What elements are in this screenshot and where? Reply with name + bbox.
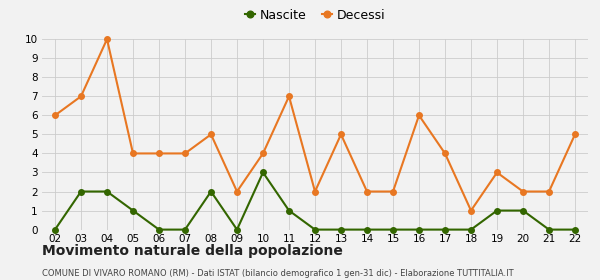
Nascite (77, 190, 85, 193)
Decessi (52, 114, 59, 117)
Decessi (181, 152, 188, 155)
Decessi (467, 209, 475, 212)
Text: Movimento naturale della popolazione: Movimento naturale della popolazione (42, 244, 343, 258)
Decessi (233, 190, 241, 193)
Decessi (208, 133, 215, 136)
Nascite (571, 228, 578, 231)
Nascite (442, 228, 449, 231)
Nascite (286, 209, 293, 212)
Decessi (493, 171, 500, 174)
Legend: Nascite, Decessi: Nascite, Decessi (240, 4, 390, 27)
Nascite (155, 228, 163, 231)
Nascite (208, 190, 215, 193)
Decessi (77, 95, 85, 98)
Nascite (415, 228, 422, 231)
Nascite (311, 228, 319, 231)
Nascite (364, 228, 371, 231)
Nascite (389, 228, 397, 231)
Decessi (130, 152, 137, 155)
Nascite (493, 209, 500, 212)
Line: Nascite: Nascite (52, 170, 578, 232)
Decessi (415, 114, 422, 117)
Decessi (337, 133, 344, 136)
Nascite (337, 228, 344, 231)
Decessi (103, 38, 110, 41)
Decessi (259, 152, 266, 155)
Nascite (52, 228, 59, 231)
Nascite (181, 228, 188, 231)
Nascite (130, 209, 137, 212)
Decessi (389, 190, 397, 193)
Decessi (545, 190, 553, 193)
Nascite (545, 228, 553, 231)
Nascite (103, 190, 110, 193)
Nascite (233, 228, 241, 231)
Decessi (442, 152, 449, 155)
Decessi (364, 190, 371, 193)
Decessi (311, 190, 319, 193)
Line: Decessi: Decessi (52, 36, 578, 213)
Decessi (520, 190, 527, 193)
Decessi (286, 95, 293, 98)
Nascite (467, 228, 475, 231)
Text: COMUNE DI VIVARO ROMANO (RM) - Dati ISTAT (bilancio demografico 1 gen-31 dic) - : COMUNE DI VIVARO ROMANO (RM) - Dati ISTA… (42, 269, 514, 278)
Decessi (155, 152, 163, 155)
Nascite (259, 171, 266, 174)
Nascite (520, 209, 527, 212)
Decessi (571, 133, 578, 136)
